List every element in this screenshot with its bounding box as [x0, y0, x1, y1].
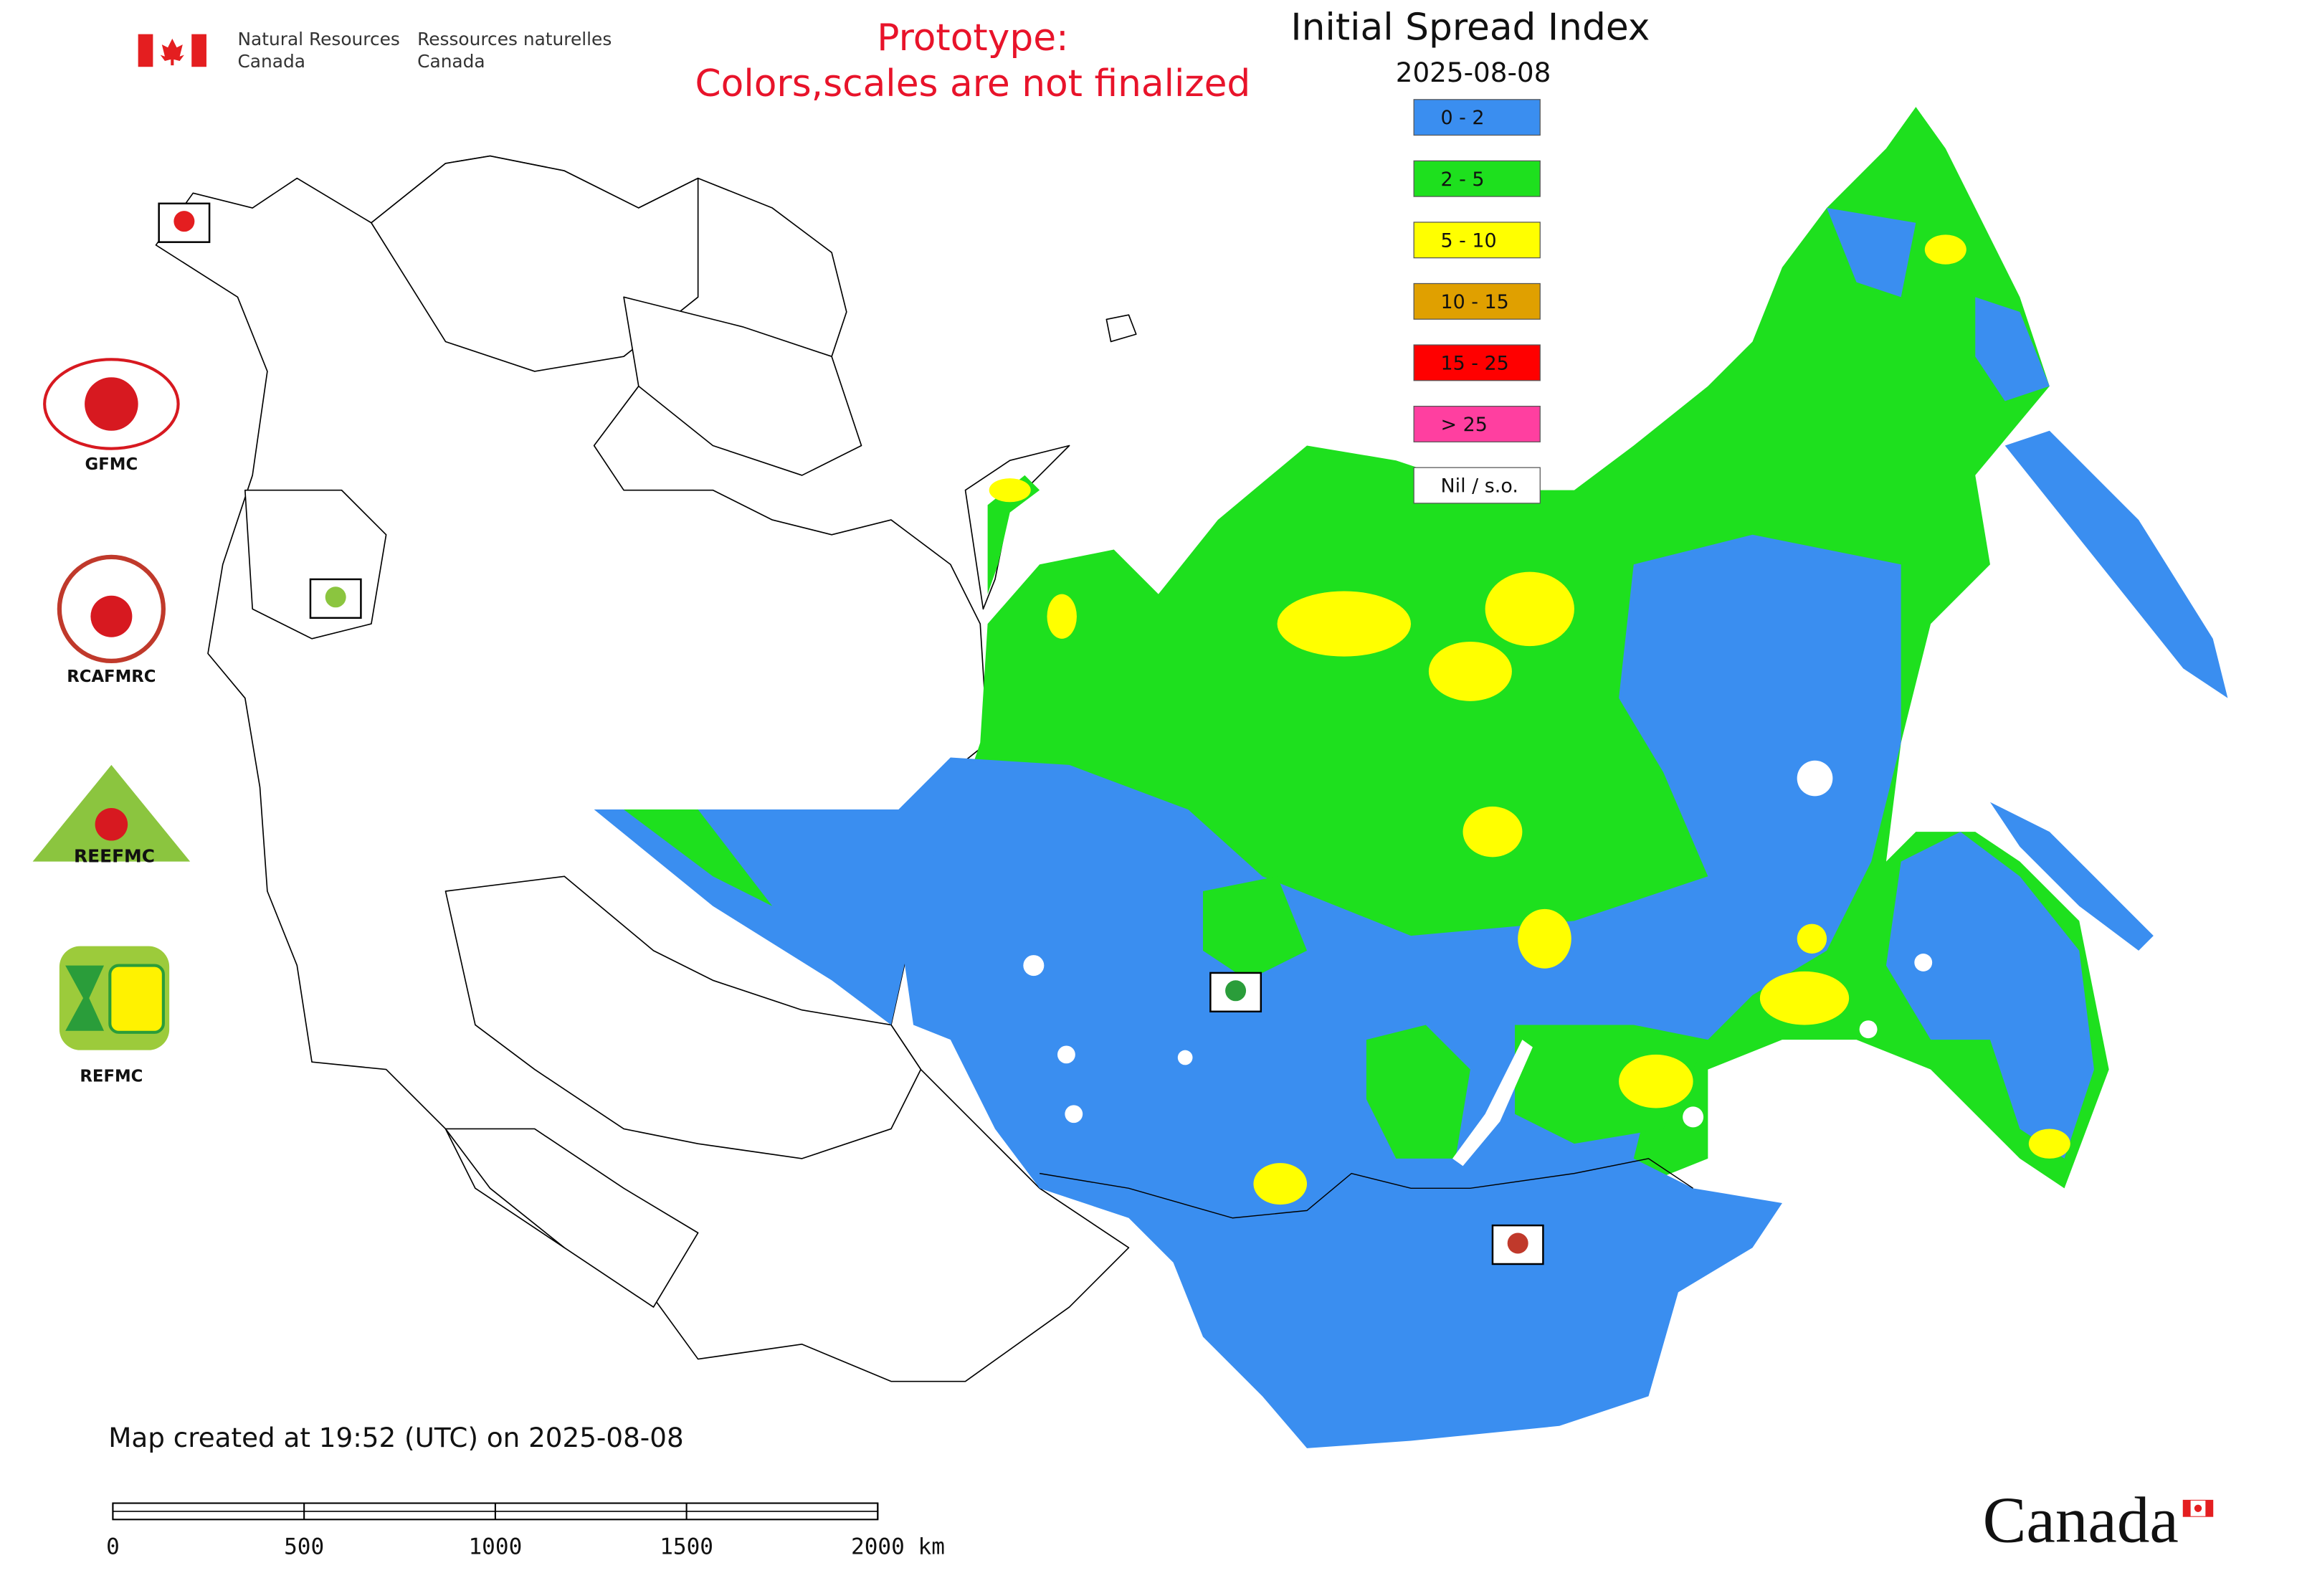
isi-zone [987, 475, 1040, 594]
map-date: 2025-08-08 [1396, 57, 1551, 88]
wordmark-flag [2182, 1499, 2214, 1517]
legend-swatch [1413, 467, 1541, 504]
isi-patch [1485, 571, 1574, 647]
refmc-logo [108, 964, 165, 1034]
maple-leaf [160, 38, 184, 66]
legend-label: 15 - 25 [1440, 352, 1508, 374]
logo-label: REFMC [80, 1067, 143, 1086]
legend-label: > 25 [1440, 414, 1487, 436]
map-layer [155, 107, 2228, 1448]
isi-patch [1518, 908, 1571, 969]
map-logo [173, 211, 195, 232]
map-logo-box [158, 202, 211, 243]
legend-label: 0 - 2 [1440, 107, 1484, 129]
refmc-logo [65, 965, 105, 1031]
isi-zone [1989, 802, 2154, 951]
isi-patch [1759, 971, 1850, 1025]
isi-zone [1203, 876, 1308, 981]
map-logo [1225, 980, 1247, 1002]
lake-baikal [1452, 1040, 1533, 1167]
legend-label: 5 - 10 [1440, 229, 1496, 252]
nodata-spot [1023, 955, 1045, 977]
legend-swatch [1413, 405, 1541, 442]
gfmc-logo [85, 377, 138, 431]
scale-bar-label: 1500 [660, 1534, 713, 1560]
nodata-spot [1065, 1105, 1083, 1124]
country-outline [623, 296, 862, 476]
legend-swatch [1413, 160, 1541, 197]
logo-label: REEFMC [74, 845, 155, 866]
nodata-spot [1683, 1106, 1704, 1128]
isi-zone [594, 809, 951, 1025]
isi-patch [1797, 923, 1827, 954]
legend-label: 10 - 15 [1440, 291, 1508, 313]
org-name: Ressources naturelles [417, 29, 612, 49]
nodata-spot [1859, 1020, 1878, 1039]
logo-column: GFMC RCAFMRC REEFMC REFMC [32, 358, 191, 1086]
isi-patch [1462, 806, 1523, 858]
isi-zone [2004, 430, 2228, 698]
legend-label: Nil / s.o. [1440, 475, 1518, 498]
country-outline [444, 1128, 699, 1308]
flag-bar [138, 34, 153, 67]
isi-patch [1253, 1163, 1308, 1205]
scale-bar-label: 0 [106, 1534, 120, 1560]
nodata-spot [1914, 954, 1933, 972]
scale-bar: 0 500 1000 1500 2000 km [106, 1502, 945, 1560]
isi-zone [624, 809, 773, 906]
nrcan-signature: Natural Resources Canada Ressources natu… [138, 29, 612, 72]
isi-zone [1827, 208, 1916, 298]
isi-patch [1619, 1054, 1693, 1108]
isi-patch [1428, 641, 1512, 701]
scale-bar-label: 500 [284, 1534, 324, 1560]
notice: Colors,scales are not finalized [695, 62, 1251, 105]
isi-zone [1975, 297, 2050, 402]
scale-bar-label: 2000 km [851, 1534, 945, 1560]
isi-zone [1366, 1025, 1470, 1159]
legend-swatch [1413, 282, 1541, 320]
org-name: Natural Resources [237, 29, 399, 49]
legend-swatch [1413, 222, 1541, 259]
maple-leaf [2194, 1504, 2202, 1512]
map-title: Initial Spread Index [1290, 6, 1650, 49]
canada-wordmark: Canada [1983, 1484, 2179, 1557]
map-logo-box [309, 578, 362, 619]
legend-swatch [1413, 99, 1541, 136]
notice: Prototype: [877, 16, 1068, 60]
isi-zone [1515, 1025, 1708, 1144]
org-name: Canada [417, 51, 485, 72]
map-logo [325, 586, 346, 608]
isi-patch [1277, 591, 1412, 657]
isi-zone [898, 534, 1901, 1448]
isi-patch [2028, 1129, 2070, 1159]
isi-patch [1924, 234, 1966, 265]
rcafmrc-logo [90, 595, 133, 637]
reefmc-logo [95, 807, 128, 841]
flag-bar [191, 34, 206, 67]
footer-note: Map created at 19:52 (UTC) on 2025-08-08 [108, 1422, 683, 1453]
border-line [1040, 1158, 1694, 1219]
legend: 0 - 2 2 - 5 5 - 10 10 - 15 15 - 25 > 25 Nil / … [1413, 99, 1541, 504]
isi-patch [989, 478, 1031, 503]
map-logo [1507, 1232, 1528, 1254]
org-name: Canada [237, 51, 305, 72]
scale-bar-label: 1000 [468, 1534, 522, 1560]
isi-zone [1885, 832, 2094, 1159]
nodata-spot [1057, 1045, 1075, 1064]
legend-swatch [1413, 344, 1541, 381]
country-outline [444, 875, 922, 1159]
nodata-spot [1797, 760, 1833, 797]
gfmc-logo [43, 358, 180, 450]
country-outline [371, 155, 699, 372]
nodata-spot [1177, 1050, 1193, 1065]
logo-label: RCAFMRC [67, 668, 156, 686]
flag-bar [2183, 1500, 2191, 1517]
logo-label: GFMC [85, 455, 138, 474]
legend-label: 2 - 5 [1440, 168, 1484, 191]
island-outline [1105, 314, 1137, 343]
isi-patch [1047, 594, 1077, 639]
flag-bar [2205, 1500, 2213, 1517]
